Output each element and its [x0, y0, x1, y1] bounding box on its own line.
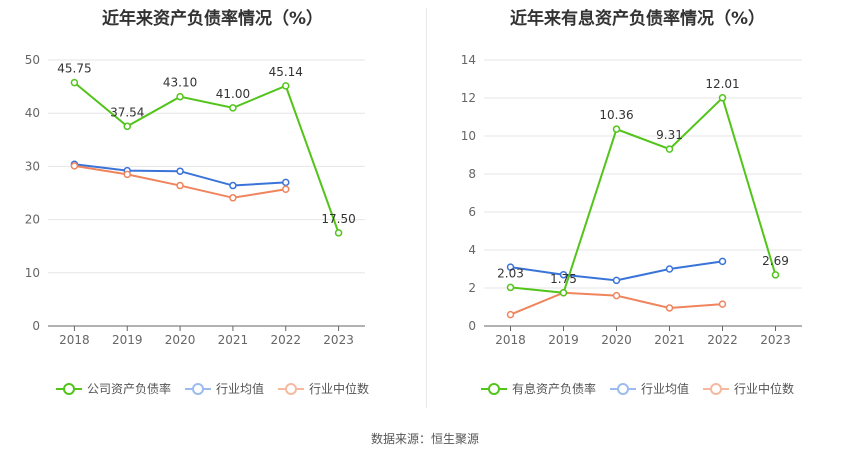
data-point — [123, 122, 131, 131]
right-chart-panel: 近年来有息资产负债率情况（%） 0 2 4 6 8 10 12 14 2018 2019 2020 2… — [425, 0, 850, 420]
y-tick-label: 12 — [461, 91, 476, 105]
chart-title: 近年来有息资产负债率情况（%） — [509, 9, 766, 29]
data-point — [612, 291, 621, 300]
data-label: 43.10 — [163, 76, 197, 90]
data-point — [559, 270, 568, 279]
data-point — [229, 181, 237, 190]
y-tick-label: 14 — [461, 53, 476, 67]
chart-title: 近年来资产负债率情况（%） — [101, 9, 324, 29]
x-tick-label: 2022 — [707, 333, 738, 347]
legend-label: 行业中位数 — [734, 382, 795, 396]
y-tick-label: 10 — [25, 266, 40, 280]
legend-label: 行业中位数 — [309, 382, 370, 396]
legend-swatch-orange — [278, 382, 304, 395]
x-tick-label: 2018 — [59, 333, 90, 347]
data-point — [718, 300, 727, 308]
data-point — [771, 271, 780, 279]
legend-swatch-orange — [703, 382, 729, 395]
y-tick-label: 0 — [468, 319, 476, 333]
source-note: 数据来源：恒生聚源 — [370, 432, 479, 446]
legend-item-industry-mean[interactable]: 行业均值 — [609, 380, 689, 397]
legend-label: 行业均值 — [215, 382, 264, 396]
data-point — [506, 310, 515, 319]
y-tick-label: 8 — [468, 167, 476, 181]
legend-label: 公司资产负债率 — [86, 382, 171, 396]
data-point — [176, 92, 184, 101]
legend-swatch-green — [55, 382, 82, 395]
data-label: 45.75 — [57, 62, 91, 76]
data-point — [506, 263, 515, 271]
data-point — [612, 276, 621, 285]
y-tick-label: 4 — [468, 243, 476, 257]
panel-divider — [426, 8, 427, 408]
data-point — [506, 283, 515, 292]
data-label: 45.14 — [269, 65, 303, 79]
data-label: 10.36 — [599, 108, 633, 122]
data-point — [612, 125, 621, 133]
data-point — [334, 229, 343, 237]
y-tick-label: 30 — [25, 159, 40, 173]
legend-swatch-green — [480, 382, 507, 395]
y-tick-label: 6 — [468, 205, 476, 219]
data-point — [229, 194, 237, 202]
x-tick-label: 2021 — [654, 333, 685, 347]
x-tick-label: 2019 — [548, 333, 579, 347]
data-point — [70, 162, 79, 170]
data-point — [176, 167, 184, 175]
y-tick-label: 0 — [32, 319, 40, 333]
data-point — [123, 170, 131, 179]
x-tick-label: 2023 — [760, 333, 791, 347]
data-label: 9.31 — [656, 128, 683, 142]
x-tick-label: 2022 — [270, 333, 301, 347]
legend-item-industry-mean[interactable]: 行业均值 — [184, 380, 264, 397]
left-chart-panel: 近年来资产负债率情况（%） 0 10 20 30 40 50 2018 2019 2020 202… — [0, 0, 425, 420]
data-point — [70, 78, 79, 87]
y-tick-label: 20 — [25, 213, 40, 227]
data-label: 17.50 — [321, 212, 355, 226]
x-tick-label: 2019 — [112, 333, 143, 347]
data-point — [665, 145, 674, 153]
data-point — [665, 304, 674, 312]
legend: 有息资产负债率 行业均值 行业中位数 — [425, 380, 850, 397]
legend-label: 行业均值 — [640, 382, 689, 396]
data-point — [176, 181, 184, 190]
legend-item-company[interactable]: 公司资产负债率 — [55, 380, 171, 397]
data-label: 41.00 — [216, 87, 250, 101]
legend-swatch-blue — [609, 382, 636, 395]
legend: 公司资产负债率 行业均值 行业中位数 — [0, 380, 425, 397]
data-point — [229, 104, 237, 112]
data-label: 12.01 — [705, 77, 739, 91]
legend-swatch-blue — [184, 382, 211, 395]
legend-item-industry-median[interactable]: 行业中位数 — [703, 380, 794, 397]
data-point — [282, 178, 290, 187]
data-point — [282, 82, 290, 90]
y-tick-label: 10 — [461, 129, 476, 143]
series-line — [73, 81, 340, 234]
x-tick-label: 2023 — [323, 333, 354, 347]
x-tick-label: 2020 — [165, 333, 196, 347]
liability-ratio-plot: 0 10 20 30 40 50 2018 2019 2020 2021 2022 2023 45.75… — [25, 53, 365, 347]
series-line — [510, 95, 777, 294]
y-tick-label: 2 — [468, 281, 476, 295]
x-tick-label: 2021 — [218, 333, 249, 347]
x-tick-label: 2018 — [495, 333, 526, 347]
data-label: 2.69 — [762, 254, 789, 268]
legend-label: 有息资产负债率 — [511, 382, 596, 396]
data-point — [282, 185, 290, 194]
data-point — [559, 289, 568, 297]
interest-bearing-ratio-plot: 0 2 4 6 8 10 12 14 2018 2019 2020 2021 2022 2023 2.03 1… — [461, 53, 802, 347]
data-point — [665, 265, 674, 273]
data-label: 1.75 — [550, 272, 577, 286]
legend-item-industry-median[interactable]: 行业中位数 — [278, 380, 369, 397]
data-label: 2.03 — [497, 266, 524, 280]
legend-item-company[interactable]: 有息资产负债率 — [480, 380, 596, 397]
y-tick-label: 40 — [25, 106, 40, 120]
data-label: 37.54 — [110, 105, 144, 119]
data-point — [718, 94, 727, 102]
x-tick-label: 2020 — [601, 333, 632, 347]
y-tick-label: 50 — [25, 53, 40, 67]
data-point — [718, 257, 727, 266]
